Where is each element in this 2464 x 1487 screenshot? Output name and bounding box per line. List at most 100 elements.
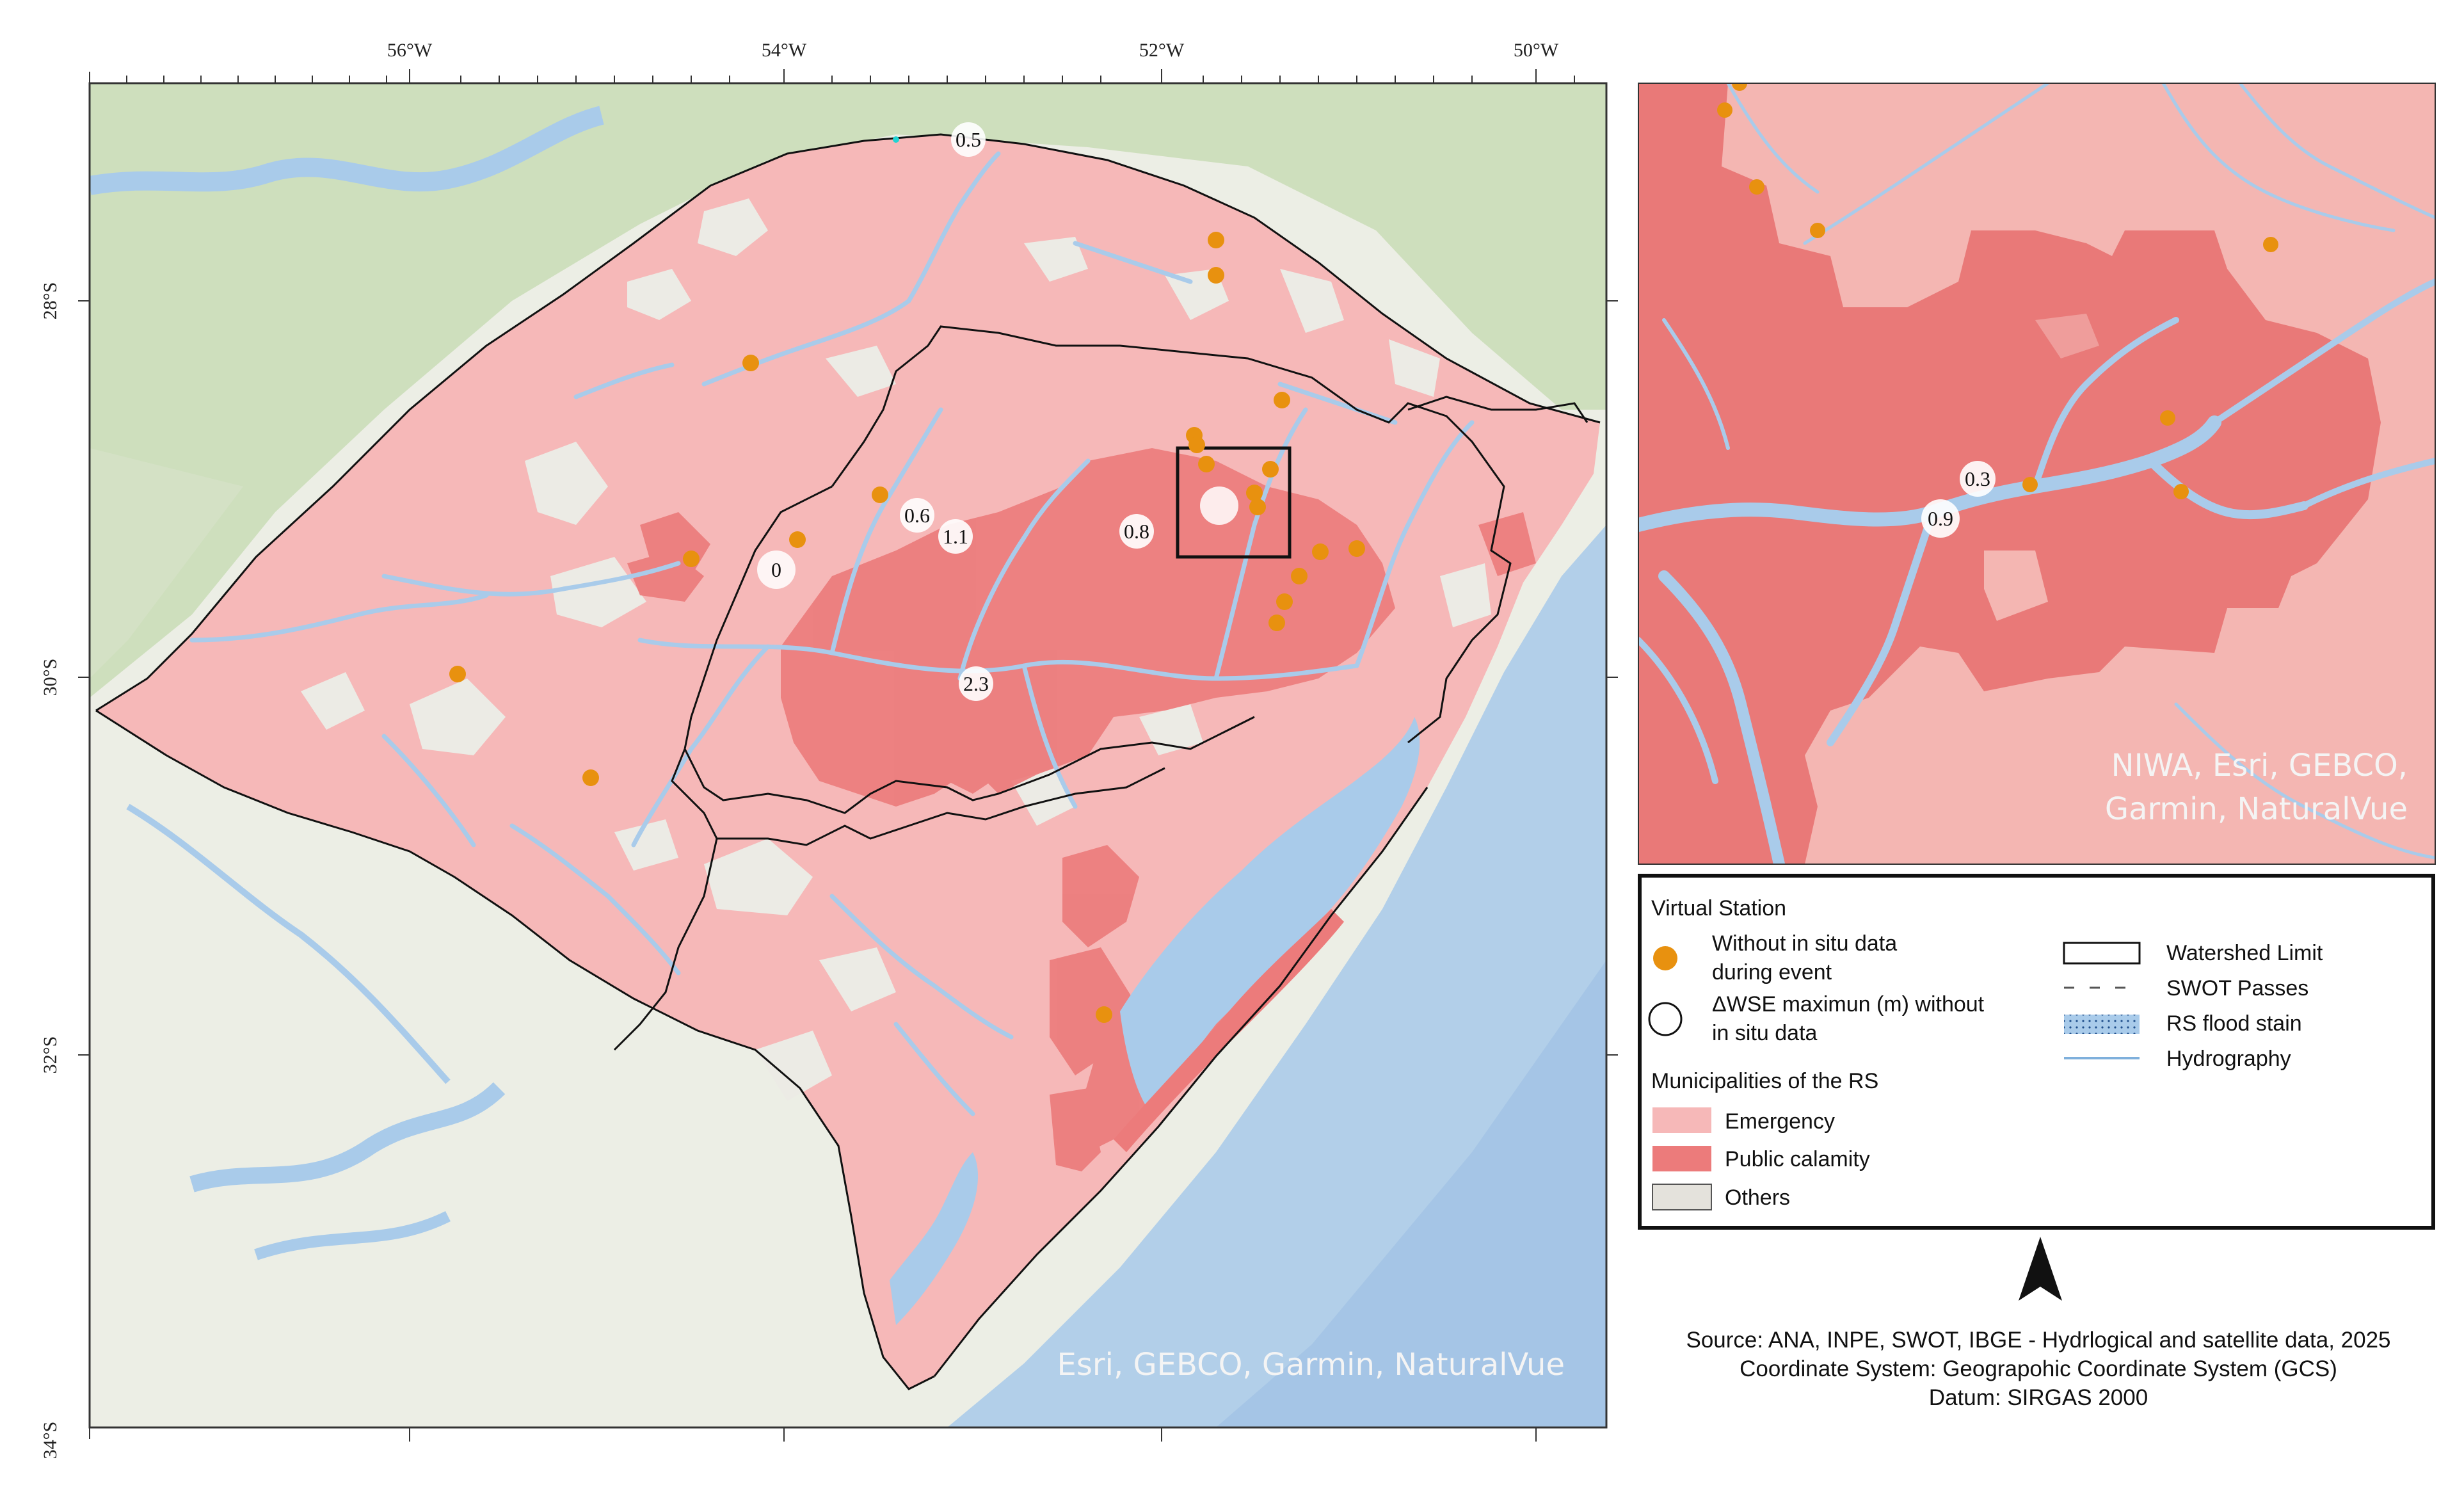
station-point bbox=[1268, 615, 1285, 631]
legend-municipalities-title: Municipalities of the RS bbox=[1651, 1069, 1878, 1093]
station-point bbox=[1348, 540, 1365, 557]
station-point bbox=[789, 531, 806, 548]
source-line2: Coordinate System: Geograpohic Coordinat… bbox=[1740, 1356, 2337, 1381]
station-point bbox=[1312, 543, 1329, 560]
inset-stations-without-in-situ bbox=[1717, 83, 2278, 499]
stations-without-in-situ bbox=[449, 232, 1365, 1023]
station-point bbox=[1208, 267, 1224, 284]
forest-north bbox=[90, 83, 1606, 698]
station-point bbox=[872, 486, 888, 503]
inset-stations-delta-wse: 0.3 0.9 bbox=[1921, 461, 1996, 538]
legend-frame bbox=[1638, 874, 2435, 1230]
station-point bbox=[1276, 593, 1293, 610]
station-point bbox=[449, 666, 466, 682]
legend-flood-swatch bbox=[2064, 1015, 2140, 1034]
delta-station-0-5: 0.5 bbox=[951, 122, 986, 157]
station-point bbox=[1096, 1006, 1112, 1023]
delta-station-0-8: 0.8 bbox=[1119, 514, 1154, 549]
hydrography bbox=[189, 151, 1475, 1116]
legend-white-swatch bbox=[1648, 1002, 1683, 1036]
legend-public-calamity: Public calamity bbox=[1725, 1147, 1870, 1171]
lagoa-mirim bbox=[890, 1152, 979, 1325]
source-block: Source: ANA, INPE, SWOT, IBGE - Hydrlogi… bbox=[1686, 1328, 2390, 1410]
legend-without-line1: Without in situ data bbox=[1712, 931, 1897, 956]
station-point bbox=[2022, 477, 2038, 492]
legend-calamity-swatch bbox=[1652, 1146, 1711, 1171]
reservoir-uruguay bbox=[189, 1082, 506, 1193]
inset-center-marker bbox=[1200, 486, 1238, 525]
inset-calamity-region bbox=[1638, 83, 2381, 864]
lat-label: 34°S bbox=[40, 1422, 61, 1459]
inset-credit-line2: Garmin, NaturalVue bbox=[2105, 791, 2408, 827]
inset-map: 0.3 0.9 NIWA, Esri, GEBCO, Garmin, Natur… bbox=[1638, 83, 2435, 864]
main-map-frame: 56°W 54°W 52°W 50°W 28°S 30°S 32°S 34°S bbox=[40, 40, 1618, 1459]
lat-label: 30°S bbox=[40, 659, 61, 696]
station-point bbox=[1291, 568, 1308, 584]
watershed-limits bbox=[95, 133, 1601, 1390]
svg-text:0.8: 0.8 bbox=[1124, 520, 1149, 543]
station-point bbox=[1274, 392, 1290, 408]
main-map-credit: Esri, GEBCO, Garmin, NaturalVue bbox=[1057, 1347, 1565, 1383]
deep-ocean bbox=[1216, 960, 1606, 1427]
coastal-calamity bbox=[1114, 909, 1344, 1152]
lat-label: 28°S bbox=[40, 282, 61, 320]
delta-station-2-3: 2.3 bbox=[959, 666, 993, 701]
legend-delta-line1: ΔWSE maximun (m) without bbox=[1712, 992, 1985, 1017]
lon-label: 50°W bbox=[1514, 40, 1559, 61]
inset-delta-station-0-9: 0.9 bbox=[1921, 499, 1960, 538]
lat-label: 32°S bbox=[40, 1036, 61, 1074]
lon-label: 54°W bbox=[762, 40, 807, 61]
station-point bbox=[1249, 499, 1266, 515]
inset-credit-line1: NIWA, Esri, GEBCO, bbox=[2111, 748, 2408, 784]
source-line1: Source: ANA, INPE, SWOT, IBGE - Hydrlogi… bbox=[1686, 1328, 2390, 1353]
station-point bbox=[1717, 102, 1732, 118]
river-parana bbox=[90, 106, 604, 195]
delta-station-0: 0 bbox=[757, 551, 796, 589]
stations-delta-wse: 0.5 0.6 1.1 0.8 0 2.3 bbox=[757, 122, 1154, 701]
lagoa-dos-patos bbox=[1120, 717, 1420, 1114]
svg-text:1.1: 1.1 bbox=[943, 525, 968, 548]
legend-title: Virtual Station bbox=[1651, 896, 1786, 920]
svg-text:0: 0 bbox=[771, 558, 781, 581]
inset-emergency-pocket bbox=[1984, 551, 2048, 621]
legend: Virtual Station Without in situ data dur… bbox=[1638, 874, 2435, 1230]
inset-delta-station-0-3: 0.3 bbox=[1960, 461, 1996, 497]
small-cyan-marker bbox=[893, 136, 899, 143]
legend-watershed-swatch bbox=[2063, 942, 2141, 965]
svg-text:0.9: 0.9 bbox=[1928, 507, 1953, 530]
legend-rs-flood-stain: RS flood stain bbox=[2166, 1011, 2302, 1036]
station-point bbox=[582, 769, 599, 786]
legend-orange-swatch bbox=[1653, 946, 1677, 970]
station-point bbox=[2173, 484, 2189, 499]
legend-watershed-limit: Watershed Limit bbox=[2166, 941, 2323, 965]
station-point bbox=[1262, 461, 1279, 478]
reservoir-south bbox=[254, 1210, 451, 1260]
station-point bbox=[742, 355, 759, 371]
legend-others-swatch bbox=[1652, 1184, 1712, 1210]
inset-emergency-pocket bbox=[2035, 314, 2099, 358]
station-point bbox=[1246, 485, 1263, 501]
legend-others: Others bbox=[1725, 1186, 1790, 1210]
legend-delta-line2: in situ data bbox=[1712, 1021, 1818, 1045]
legend-swot-passes: SWOT Passes bbox=[2166, 976, 2308, 1001]
delta-station-0-6: 0.6 bbox=[900, 498, 934, 533]
inset-frame bbox=[1638, 83, 2436, 865]
svg-text:0.6: 0.6 bbox=[904, 504, 930, 527]
forest-west bbox=[90, 448, 243, 679]
station-point bbox=[1732, 83, 1747, 91]
svg-text:0.3: 0.3 bbox=[1965, 467, 1990, 490]
inset-extent-box bbox=[1176, 446, 1292, 559]
legend-emergency: Emergency bbox=[1725, 1109, 1835, 1134]
svg-text:2.3: 2.3 bbox=[963, 672, 989, 695]
station-point bbox=[1208, 232, 1224, 248]
river-uruguay-lower bbox=[126, 803, 451, 1084]
legend-emergency-swatch bbox=[1652, 1107, 1711, 1133]
station-point bbox=[683, 551, 700, 567]
station-point bbox=[1749, 179, 1764, 195]
lon-label: 52°W bbox=[1139, 40, 1185, 61]
station-point bbox=[1810, 223, 1825, 238]
lon-label: 56°W bbox=[387, 40, 433, 61]
legend-without-line2: during event bbox=[1712, 960, 1832, 985]
station-point bbox=[2160, 410, 2175, 426]
